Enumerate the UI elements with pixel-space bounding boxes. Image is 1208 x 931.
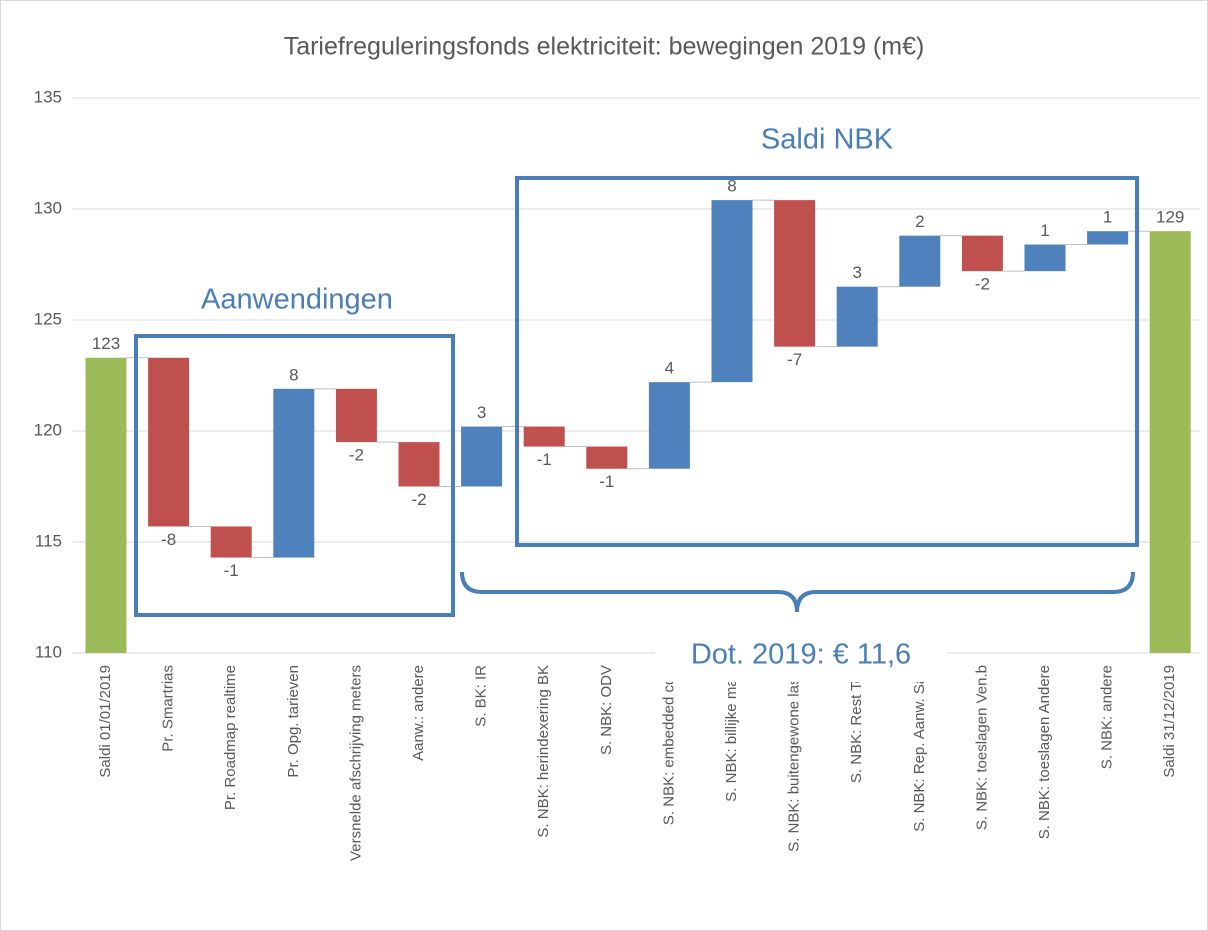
bar <box>711 200 753 383</box>
x-tick-label: S. NBK: buitengewone laste <box>786 665 803 852</box>
x-tick-label: S. NBK: Rest Terr <box>848 665 865 783</box>
bar <box>523 426 565 447</box>
x-tick-label: Saldi 01/01/2019 <box>97 665 114 778</box>
group-box <box>134 334 455 617</box>
data-label: -2 <box>975 275 990 294</box>
data-label: 4 <box>665 359 674 378</box>
y-tick-label: 110 <box>35 642 62 661</box>
data-label: 129 <box>1156 208 1184 227</box>
data-label: -1 <box>599 472 614 491</box>
annotation: Saldi NBK <box>761 124 894 156</box>
bar <box>398 442 440 487</box>
data-label: 123 <box>92 334 120 353</box>
bar <box>1149 231 1191 653</box>
y-tick-label: 135 <box>34 87 62 106</box>
data-label: 3 <box>852 263 861 282</box>
data-label: -1 <box>224 561 239 580</box>
chart-title: Tariefreguleringsfonds elektriciteit: be… <box>284 33 925 61</box>
x-tick-label: Saldi 31/12/2019 <box>1161 665 1178 778</box>
x-tick-label: Pr. Smartrias <box>160 665 177 752</box>
data-label: 1 <box>1040 221 1049 240</box>
x-tick-label: S. NBK: toeslagen Andere <box>1036 665 1053 839</box>
brace <box>460 571 1135 613</box>
x-tick-label: S. NBK: ODV <box>598 665 615 755</box>
x-tick-label: S. NBK: toeslagen Ven.b <box>973 665 990 830</box>
x-tick-label: S. NBK: herindexering BK <box>535 665 552 838</box>
x-tick-label: S. BK: IR <box>473 665 490 727</box>
bar <box>273 388 315 558</box>
x-tick-label: S. NBK: embedded cost <box>660 664 677 825</box>
group-box <box>515 176 1139 547</box>
y-tick-label: 125 <box>34 309 62 328</box>
data-label: -7 <box>787 350 802 369</box>
bar <box>1087 231 1129 245</box>
bar <box>648 382 690 469</box>
data-label: 8 <box>727 177 736 196</box>
annotation: Dot. 2019: € 11,6 <box>691 639 911 671</box>
bar <box>335 388 377 443</box>
data-label: -2 <box>349 446 364 465</box>
data-label: 3 <box>477 403 486 422</box>
data-label: 1 <box>1103 208 1112 227</box>
y-tick-label: 120 <box>34 420 62 439</box>
bar <box>148 357 190 527</box>
x-tick-label: S. NBK: Rep. Aanw. Salc <box>911 665 928 832</box>
x-tick-label: S. NBK: billijke marg <box>723 665 740 802</box>
data-label: -1 <box>537 450 552 469</box>
y-tick-label: 115 <box>35 531 62 550</box>
data-label: -8 <box>161 530 176 549</box>
x-tick-label: S. NBK: andere <box>1099 665 1116 769</box>
bar <box>899 235 941 287</box>
bar <box>461 426 503 487</box>
annotation-background <box>655 628 947 682</box>
x-tick-label: Pr. Opg. tarieven <box>285 665 302 778</box>
bar <box>1024 244 1066 272</box>
x-tick-label: Aanw.: andere <box>410 665 427 761</box>
bar <box>210 526 252 558</box>
y-tick-label: 130 <box>34 198 62 217</box>
bar <box>961 235 1003 272</box>
x-tick-label: Versnelde afschrijving meters <box>347 665 364 861</box>
bar <box>85 357 127 653</box>
x-tick-label: Pr. Roadmap realtime <box>222 665 239 810</box>
data-label: 8 <box>289 365 298 384</box>
bar <box>836 286 878 347</box>
data-label: 2 <box>915 212 924 231</box>
bar <box>774 200 816 347</box>
data-label: -2 <box>411 490 426 509</box>
bar <box>586 446 628 469</box>
annotation: Aanwendingen <box>201 284 393 316</box>
